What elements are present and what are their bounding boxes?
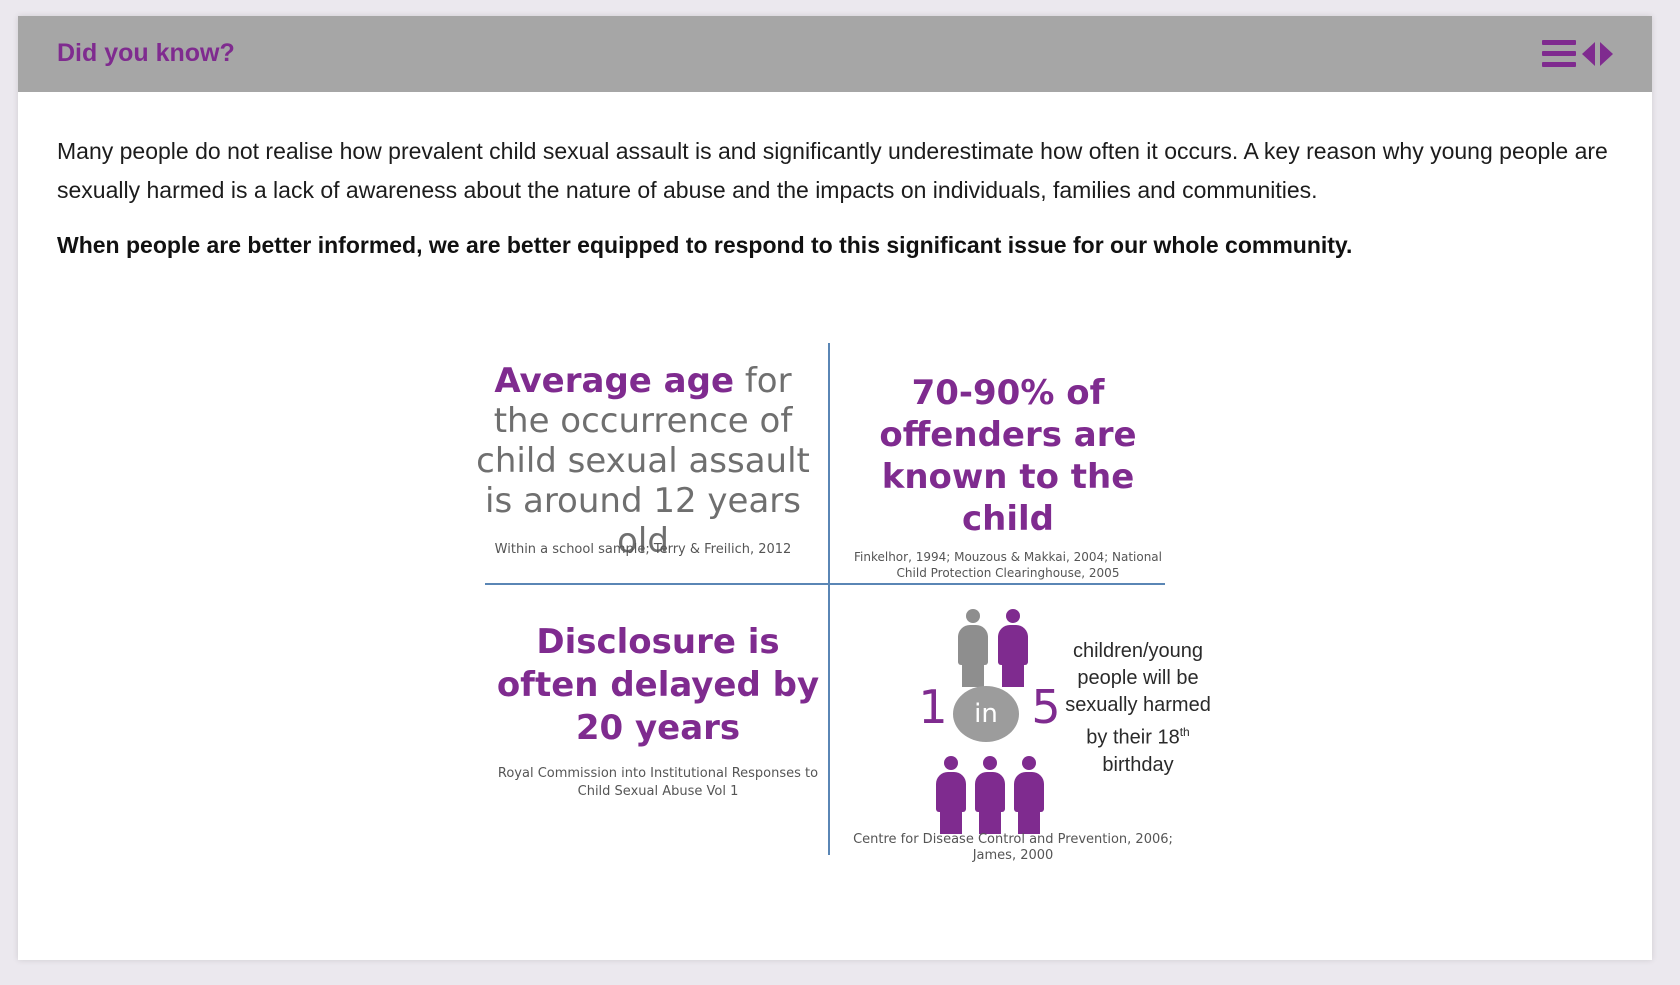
person-icon bbox=[1014, 756, 1044, 834]
infographic: Average age for the occurrence of child … bbox=[18, 16, 1652, 960]
emphasis-paragraph: When people are better informed, we are … bbox=[57, 232, 1353, 258]
intro-paragraph: Many people do not realise how prevalent… bbox=[57, 138, 1608, 203]
panel-title: Did you know? bbox=[57, 39, 235, 67]
offenders-source: Finkelhor, 1994; Mouzous & Makkai, 2004;… bbox=[853, 550, 1162, 580]
disclosure-statement: Disclosure is often delayed by 20 years bbox=[496, 622, 820, 748]
offenders-statement: 70-90% of offenders are known to the chi… bbox=[879, 373, 1137, 539]
one-in-five-statement: children/young people will be sexually h… bbox=[1065, 640, 1211, 776]
person-icon bbox=[958, 609, 988, 687]
average-age-source: Within a school sample; Terry & Freilich… bbox=[494, 542, 792, 557]
person-icon bbox=[936, 756, 966, 834]
panel-header: Did you know? bbox=[18, 16, 1652, 92]
person-icon bbox=[975, 756, 1005, 834]
average-age-statement: Average age for the occurrence of child … bbox=[476, 361, 810, 561]
did-you-know-panel: Did you know? Many people do not realise… bbox=[18, 16, 1652, 960]
one-in-five-source: Centre for Disease Control and Preventio… bbox=[853, 832, 1173, 863]
person-icon bbox=[998, 609, 1028, 687]
expand-collapse-icon[interactable] bbox=[1582, 40, 1616, 68]
ratio-number-one: 1 bbox=[918, 680, 948, 734]
divider-horizontal bbox=[485, 583, 1165, 585]
menu-icon[interactable] bbox=[1542, 40, 1576, 68]
left-arrow-icon bbox=[1582, 42, 1595, 66]
divider-vertical bbox=[828, 343, 830, 855]
ratio-number-five: 5 bbox=[1031, 680, 1061, 734]
disclosure-source: Royal Commission into Institutional Resp… bbox=[497, 766, 819, 799]
ratio-in-badge: in bbox=[953, 686, 1019, 742]
right-arrow-icon bbox=[1600, 42, 1613, 66]
